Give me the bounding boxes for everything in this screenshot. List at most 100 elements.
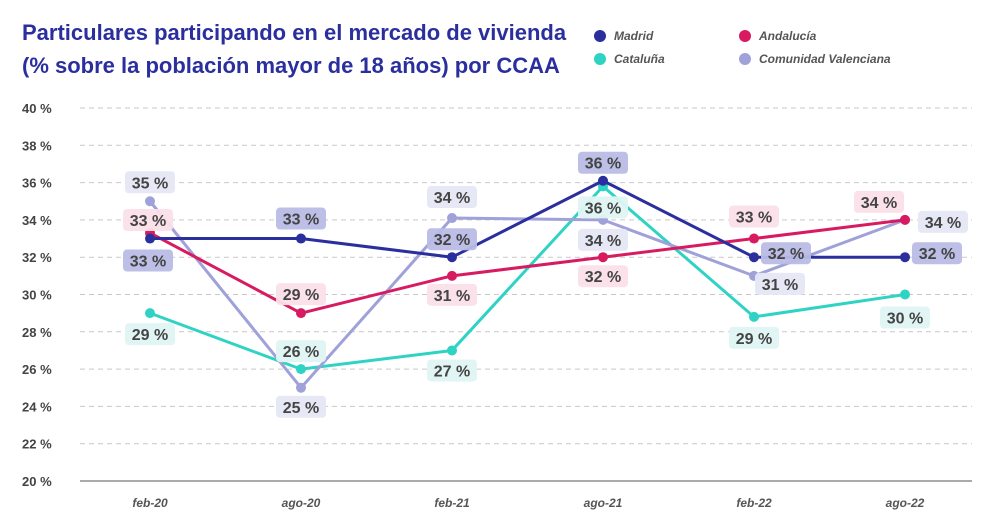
legend-entry: Cataluña — [614, 52, 665, 66]
y-tick-label: 32 % — [22, 250, 52, 265]
data-point — [296, 382, 306, 393]
data-point — [145, 233, 155, 244]
data-label: 26 % — [283, 344, 319, 361]
data-label: 34 % — [434, 190, 470, 207]
data-label: 34 % — [861, 195, 897, 212]
y-tick-label: 24 % — [22, 399, 52, 414]
data-label: 32 % — [585, 269, 621, 286]
data-label-box — [761, 242, 811, 265]
data-label: 30 % — [887, 311, 923, 328]
data-label-box — [854, 190, 904, 213]
data-label-box — [125, 171, 175, 194]
data-label-box — [276, 283, 326, 306]
data-point — [296, 364, 306, 375]
data-label: 29 % — [283, 287, 319, 304]
data-label-box — [755, 272, 805, 295]
x-tick-label: feb-22 — [736, 496, 772, 510]
data-labels: 35 % 25 % 34 % 34 % 31 % 34 % 29 % 26 % 27 % 36 %… — [123, 151, 968, 418]
data-label: 33 % — [736, 210, 772, 227]
data-label-box — [125, 323, 175, 346]
data-label-box — [578, 151, 628, 174]
data-point — [145, 196, 155, 207]
data-label: 34 % — [925, 215, 961, 232]
data-label: 33 % — [283, 212, 319, 229]
data-label: 32 % — [919, 246, 955, 263]
legend-marker — [739, 30, 751, 42]
legend-marker — [739, 53, 751, 65]
x-axis: feb-20 ago-20 feb-21 ago-21 feb-22 ago-22 — [132, 496, 924, 510]
data-label-box — [427, 359, 477, 382]
legend-marker — [594, 53, 606, 65]
data-point — [447, 270, 457, 281]
data-label-box — [427, 186, 477, 209]
data-label: 32 % — [768, 246, 804, 263]
data-label: 31 % — [762, 277, 798, 294]
data-point — [598, 252, 608, 263]
data-label-box — [578, 228, 628, 251]
data-point — [900, 214, 910, 225]
data-label-box — [276, 395, 326, 418]
y-tick-label: 28 % — [22, 325, 52, 340]
y-tick-label: 26 % — [22, 362, 52, 377]
series-line-2 — [149, 184, 906, 371]
x-tick-label: ago-21 — [584, 496, 623, 510]
data-label: 29 % — [132, 327, 168, 344]
data-point — [749, 311, 759, 322]
chart-legend: Madrid Andalucía Cataluña Comunidad Valenci… — [594, 29, 891, 66]
y-tick-label: 40 % — [22, 101, 52, 116]
data-label: 29 % — [736, 331, 772, 348]
y-tick-label: 22 % — [22, 437, 52, 452]
data-point — [900, 252, 910, 263]
data-label: 36 % — [585, 156, 621, 173]
data-label-box — [427, 283, 477, 306]
legend-entry: Andalucía — [758, 29, 817, 43]
series-lines — [145, 175, 910, 393]
y-axis: 20 % 22 % 24 % 26 % 28 % 30 % 32 % 34 % 36 % 38 %… — [22, 101, 52, 489]
data-label: 33 % — [130, 254, 166, 271]
data-label: 25 % — [283, 400, 319, 417]
data-label-box — [276, 340, 326, 363]
data-point — [900, 289, 910, 300]
x-tick-label: ago-22 — [886, 496, 925, 510]
data-label-box — [880, 306, 930, 329]
data-label: 35 % — [132, 175, 168, 192]
data-label: 33 % — [130, 213, 166, 230]
data-point — [749, 233, 759, 244]
x-tick-label: ago-20 — [282, 496, 321, 510]
series-line-1 — [149, 218, 906, 315]
data-label-box — [123, 208, 173, 231]
data-point — [296, 233, 306, 244]
data-label-box — [729, 326, 779, 349]
x-tick-label: feb-21 — [434, 496, 470, 510]
y-tick-label: 20 % — [22, 474, 52, 489]
data-label-box — [276, 207, 326, 230]
y-tick-label: 34 % — [22, 213, 52, 228]
data-point — [447, 213, 457, 224]
data-label-box — [578, 265, 628, 288]
data-label-box — [578, 196, 628, 219]
legend-entry: Comunidad Valenciana — [759, 52, 891, 66]
data-label-box — [912, 242, 962, 265]
data-point — [447, 252, 457, 263]
chart-title-line1: Particulares participando en el mercado … — [22, 20, 567, 45]
data-label-box — [918, 210, 968, 233]
data-label: 31 % — [434, 288, 470, 305]
data-point — [447, 345, 457, 356]
data-label-box — [427, 228, 477, 251]
data-label: 27 % — [434, 363, 470, 380]
data-point — [145, 308, 155, 319]
grid-lines — [80, 107, 972, 482]
data-label: 36 % — [585, 200, 621, 217]
y-tick-label: 30 % — [22, 288, 52, 303]
legend-marker — [594, 30, 606, 42]
data-point — [598, 175, 608, 186]
data-label: 34 % — [585, 233, 621, 250]
data-point — [296, 308, 306, 319]
y-tick-label: 38 % — [22, 138, 52, 153]
chart-title-line2: (% sobre la población mayor de 18 años) … — [22, 53, 560, 78]
y-tick-label: 36 % — [22, 176, 52, 191]
data-label-box — [123, 249, 173, 272]
data-label: 32 % — [434, 232, 470, 249]
data-point — [749, 252, 759, 263]
